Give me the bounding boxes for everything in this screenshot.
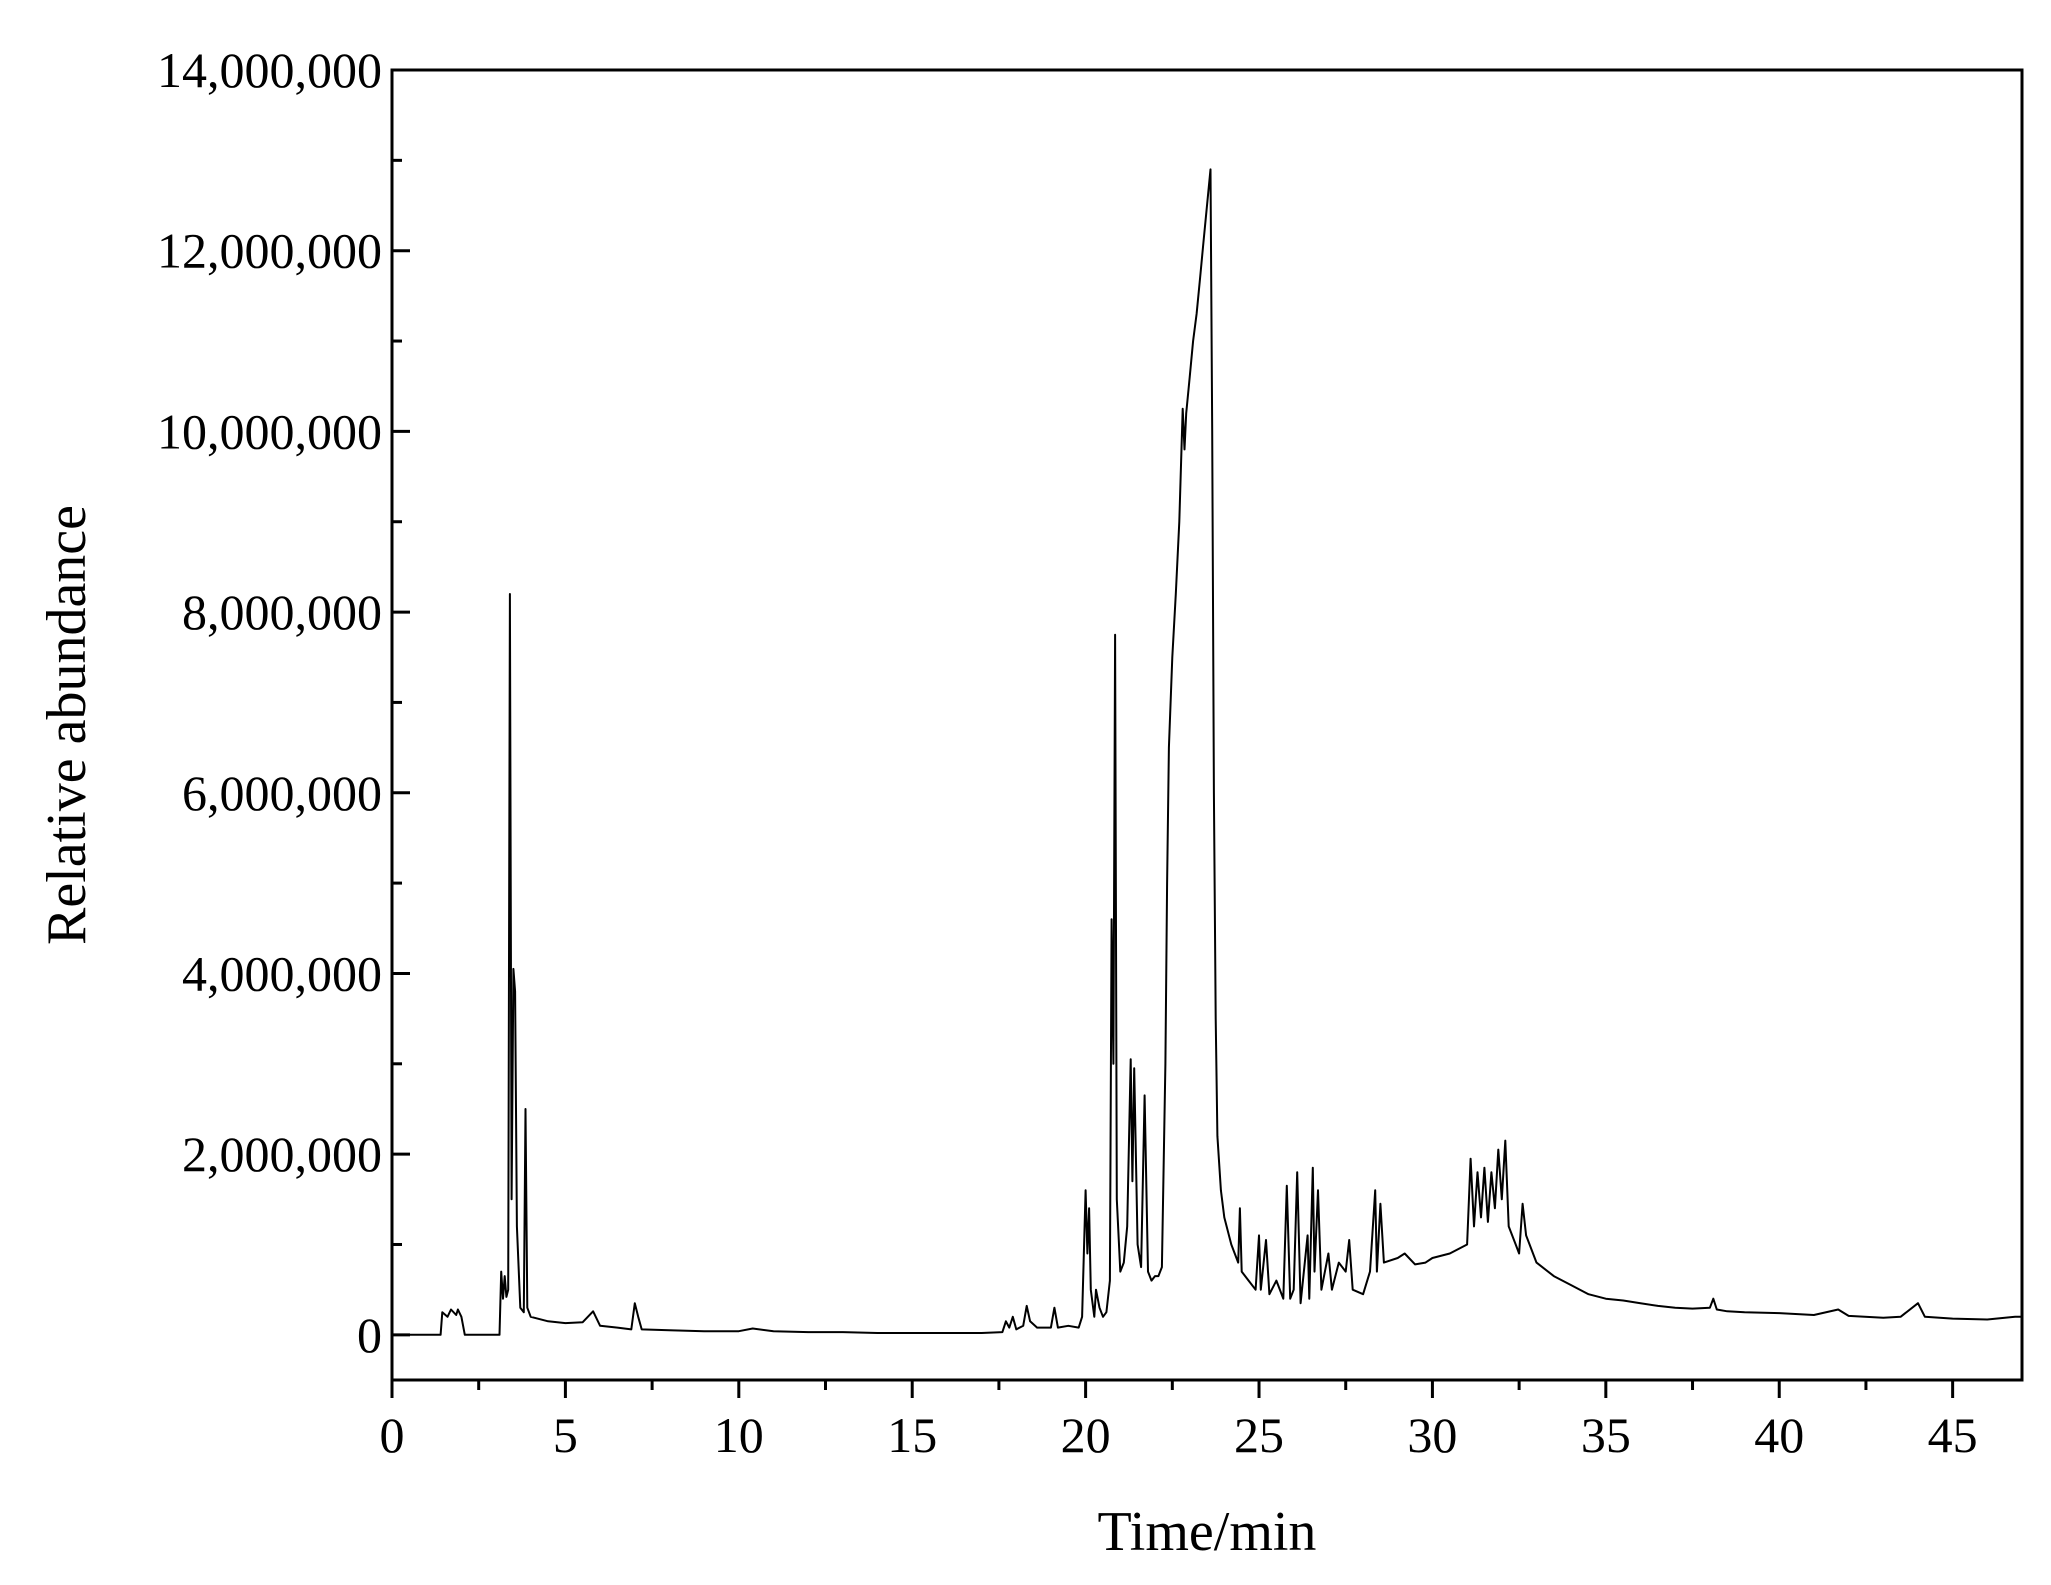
x-tick-label: 0: [380, 1407, 405, 1463]
y-tick-label: 14,000,000: [157, 42, 382, 98]
abundance-trace-line: [392, 168, 2022, 1336]
x-tick-label: 40: [1754, 1407, 1804, 1463]
x-tick-label: 45: [1928, 1407, 1978, 1463]
x-tick-label: 35: [1581, 1407, 1631, 1463]
y-tick-label: 2,000,000: [182, 1126, 382, 1182]
x-tick-label: 20: [1061, 1407, 1111, 1463]
x-axis: 0 5 10 15 20 25 30 35 40 45: [380, 1380, 1978, 1463]
y-tick-label: 10,000,000: [157, 403, 382, 459]
y-tick-label: 8,000,000: [182, 584, 382, 640]
x-tick-label: 30: [1407, 1407, 1457, 1463]
y-tick-label: 12,000,000: [157, 223, 382, 279]
x-axis-title: Time/min: [1098, 1501, 1317, 1563]
x-tick-label: 25: [1234, 1407, 1284, 1463]
y-tick-label: 6,000,000: [182, 765, 382, 821]
x-tick-label: 5: [553, 1407, 578, 1463]
y-axis: 0 2,000,000 4,000,000 6,000,000 8,000,000 10,…: [157, 42, 410, 1363]
y-axis-title: Relative abundance: [36, 505, 98, 945]
y-tick-label: 0: [357, 1307, 382, 1363]
y-tick-label: 4,000,000: [182, 945, 382, 1001]
plot-frame: [390, 68, 2024, 1382]
x-tick-label: 10: [714, 1407, 764, 1463]
x-tick-label: 15: [887, 1407, 937, 1463]
